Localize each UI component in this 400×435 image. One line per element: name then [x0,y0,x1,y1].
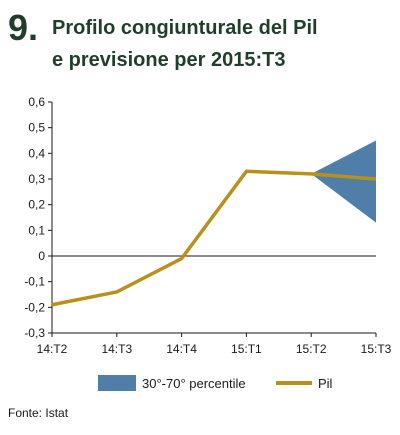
y-tick-label: -0,2 [24,300,45,314]
x-tick-label: 15:T1 [231,342,262,356]
plot-area [51,102,377,334]
y-tick-label: 0,1 [28,223,45,237]
x-tick-label: 15:T2 [296,342,327,356]
y-tick-label: 0,6 [28,95,45,109]
chart-title-line2: e previsione per 2015:T3 [52,49,285,71]
x-tick-label: 15:T3 [361,342,392,356]
y-tick-label: -0,1 [24,275,45,289]
forecast-band [311,140,376,223]
chart-title-line1: Profilo congiunturale del Pil [52,17,318,39]
x-tick-label: 14:T3 [101,342,132,356]
x-axis-ticks: 14:T2 14:T3 14:T4 15:T1 15:T2 15:T3 [37,333,392,356]
y-tick-label: 0,3 [28,172,45,186]
y-tick-label: 0 [38,249,45,263]
x-tick-label: 14:T2 [37,342,68,356]
y-tick-label: -0,3 [24,326,45,340]
y-tick-label: 0,4 [28,146,45,160]
legend-band-swatch [98,375,136,391]
legend-line-label: Pil [318,376,333,391]
source-note: Fonte: Istat [8,406,69,420]
legend: 30°-70° percentile Pil [98,375,333,391]
y-axis-ticks: -0,3 -0,2 -0,1 0 0,1 0,2 0,3 0,4 0,5 0,6 [24,95,52,340]
figure-number: 9. [8,7,38,48]
x-tick-label: 14:T4 [166,342,197,356]
series-line-pil [51,169,377,307]
y-tick-label: 0,5 [28,121,45,135]
legend-band-label: 30°-70° percentile [142,376,246,391]
y-tick-label: 0,2 [28,198,45,212]
